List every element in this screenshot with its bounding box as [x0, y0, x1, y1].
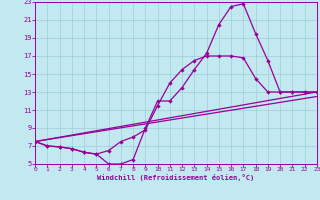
X-axis label: Windchill (Refroidissement éolien,°C): Windchill (Refroidissement éolien,°C) — [97, 174, 255, 181]
